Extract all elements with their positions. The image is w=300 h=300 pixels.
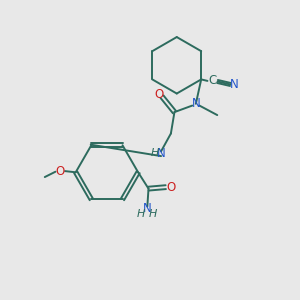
Text: O: O: [56, 165, 65, 178]
Text: H: H: [150, 148, 159, 158]
Text: N: N: [143, 202, 152, 215]
Text: H: H: [136, 209, 145, 219]
Text: O: O: [167, 181, 176, 194]
Text: C: C: [208, 74, 217, 87]
Text: N: N: [230, 78, 238, 91]
Text: N: N: [157, 147, 166, 160]
Text: N: N: [191, 97, 200, 110]
Text: O: O: [154, 88, 164, 101]
Text: H: H: [149, 209, 158, 219]
